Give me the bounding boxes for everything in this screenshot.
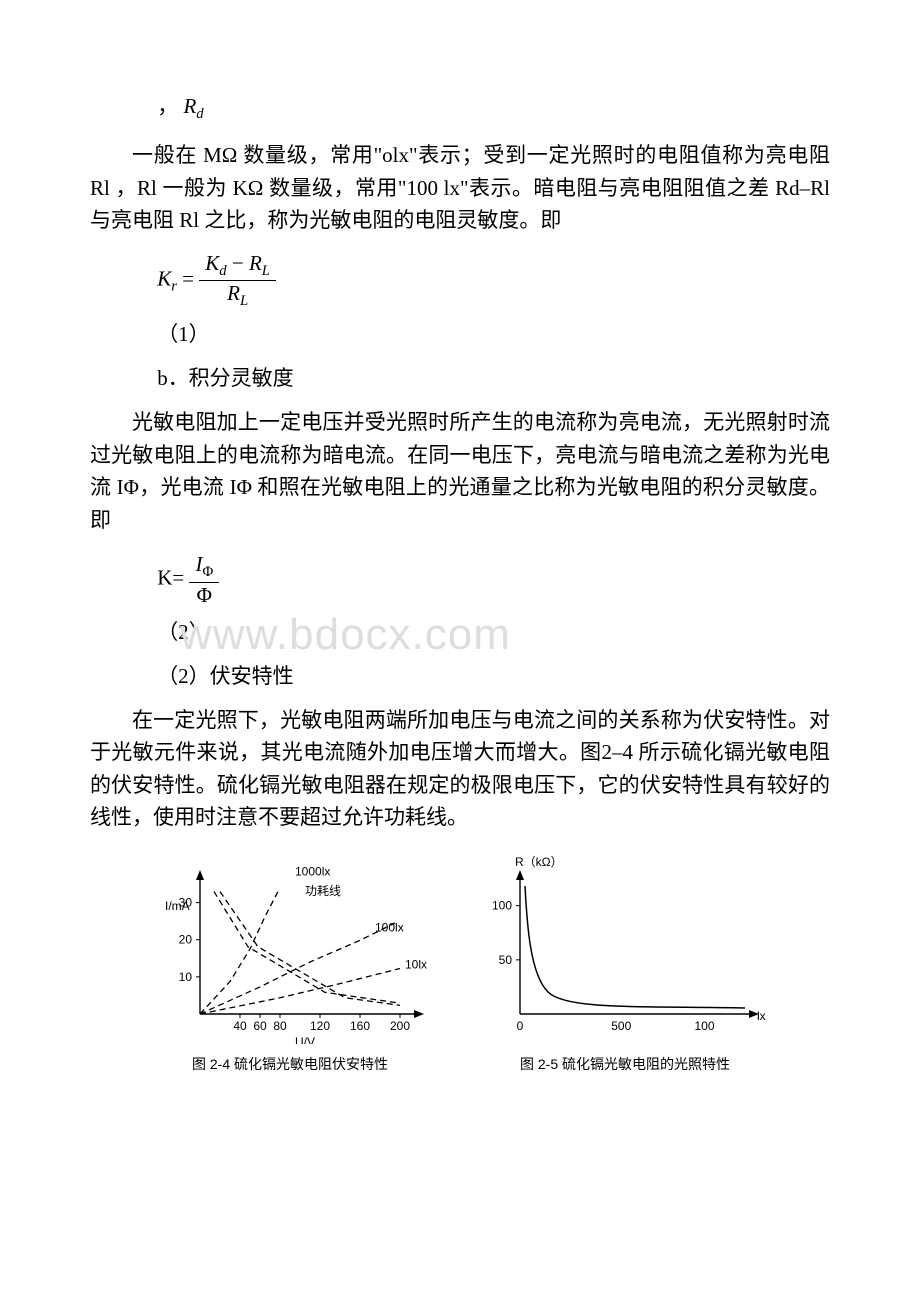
f1-lhs: K [157, 266, 171, 290]
svg-text:lx: lx [757, 1009, 766, 1023]
svg-text:R（kΩ）: R（kΩ） [515, 855, 563, 869]
symbol-R-sub: d [196, 106, 203, 122]
subhead-b: b．积分灵敏度 [90, 362, 830, 392]
svg-text:功耗线: 功耗线 [305, 884, 341, 898]
fig-left-caption: 图 2-4 硫化镉光敏电阻伏安特性 [145, 1054, 435, 1074]
f1-den-r: R [227, 281, 240, 305]
f2-fraction: IΦ Φ [189, 552, 219, 607]
f2-num-sub: Φ [202, 565, 213, 581]
f1-num-a: K [205, 251, 219, 275]
iv-chart: 102030I/mA406080120160200U/V1000lx功耗线100… [145, 854, 435, 1044]
paragraph-3: 在一定光照下，光敏电阻两端所加电压与电流之间的关系称为伏安特性。对于光敏元件来说… [90, 704, 830, 834]
f1-fraction: Kd − RL RL [199, 251, 276, 310]
svg-text:100: 100 [492, 898, 512, 912]
fig-right-caption: 图 2-5 硫化镉光敏电阻的光照特性 [475, 1054, 775, 1074]
svg-text:10lx: 10lx [405, 957, 427, 971]
figures-row: 102030I/mA406080120160200U/V1000lx功耗线100… [90, 854, 830, 1074]
f1-den-sub: L [240, 293, 248, 309]
f1-minus: − [232, 251, 244, 275]
subhead-2: （2）伏安特性 [90, 660, 830, 690]
f2-num: IΦ [189, 552, 219, 582]
f2-den: Φ [189, 583, 219, 608]
eq-number-1: （1） [90, 318, 830, 348]
formula-2: K= IΦ Φ [157, 552, 830, 607]
svg-text:20: 20 [179, 932, 193, 946]
svg-text:1000lx: 1000lx [295, 864, 330, 878]
formula-1: Kr = Kd − RL RL [157, 251, 830, 310]
f1-lhs-sub: r [171, 279, 177, 295]
f2-lhs: K= [157, 566, 184, 590]
rd-symbol-line: ， Rd [90, 90, 830, 123]
eq-number-2: （2） [90, 616, 830, 646]
figure-right: 50 100 R（kΩ） 0 500 100 lx 图 2-5 硫化镉光敏电阻的光照特性 [475, 854, 775, 1074]
f1-den: RL [199, 281, 276, 310]
svg-text:10: 10 [179, 970, 193, 984]
svg-text:200: 200 [390, 1019, 410, 1033]
figure-left: 102030I/mA406080120160200U/V1000lx功耗线100… [145, 854, 435, 1074]
svg-text:80: 80 [273, 1019, 287, 1033]
svg-text:60: 60 [253, 1019, 267, 1033]
f1-num: Kd − RL [199, 251, 276, 281]
svg-text:50: 50 [499, 953, 513, 967]
svg-text:40: 40 [233, 1019, 247, 1033]
svg-text:0: 0 [517, 1019, 524, 1033]
f1-num-b: R [249, 251, 262, 275]
svg-text:120: 120 [310, 1019, 330, 1033]
paragraph-1: 一般在 MΩ 数量级，常用"olx"表示；受到一定光照时的电阻值称为亮电阻 Rl… [90, 139, 830, 237]
svg-text:100: 100 [694, 1019, 714, 1033]
paragraph-2: 光敏电阻加上一定电压并受光照时所产生的电流称为亮电流，无光照射时流过光敏电阻上的… [90, 406, 830, 536]
svg-text:160: 160 [350, 1019, 370, 1033]
f1-num-a-sub: d [219, 263, 226, 279]
svg-text:100lx: 100lx [375, 920, 404, 934]
light-chart: 50 100 R（kΩ） 0 500 100 lx [475, 854, 775, 1044]
comma: ， [157, 94, 178, 118]
svg-text:I/mA: I/mA [165, 899, 190, 913]
symbol-R: R [183, 94, 196, 118]
f1-eq: = [182, 266, 194, 290]
svg-text:U/V: U/V [295, 1035, 315, 1044]
f1-num-b-sub: L [262, 263, 270, 279]
svg-text:500: 500 [611, 1019, 631, 1033]
